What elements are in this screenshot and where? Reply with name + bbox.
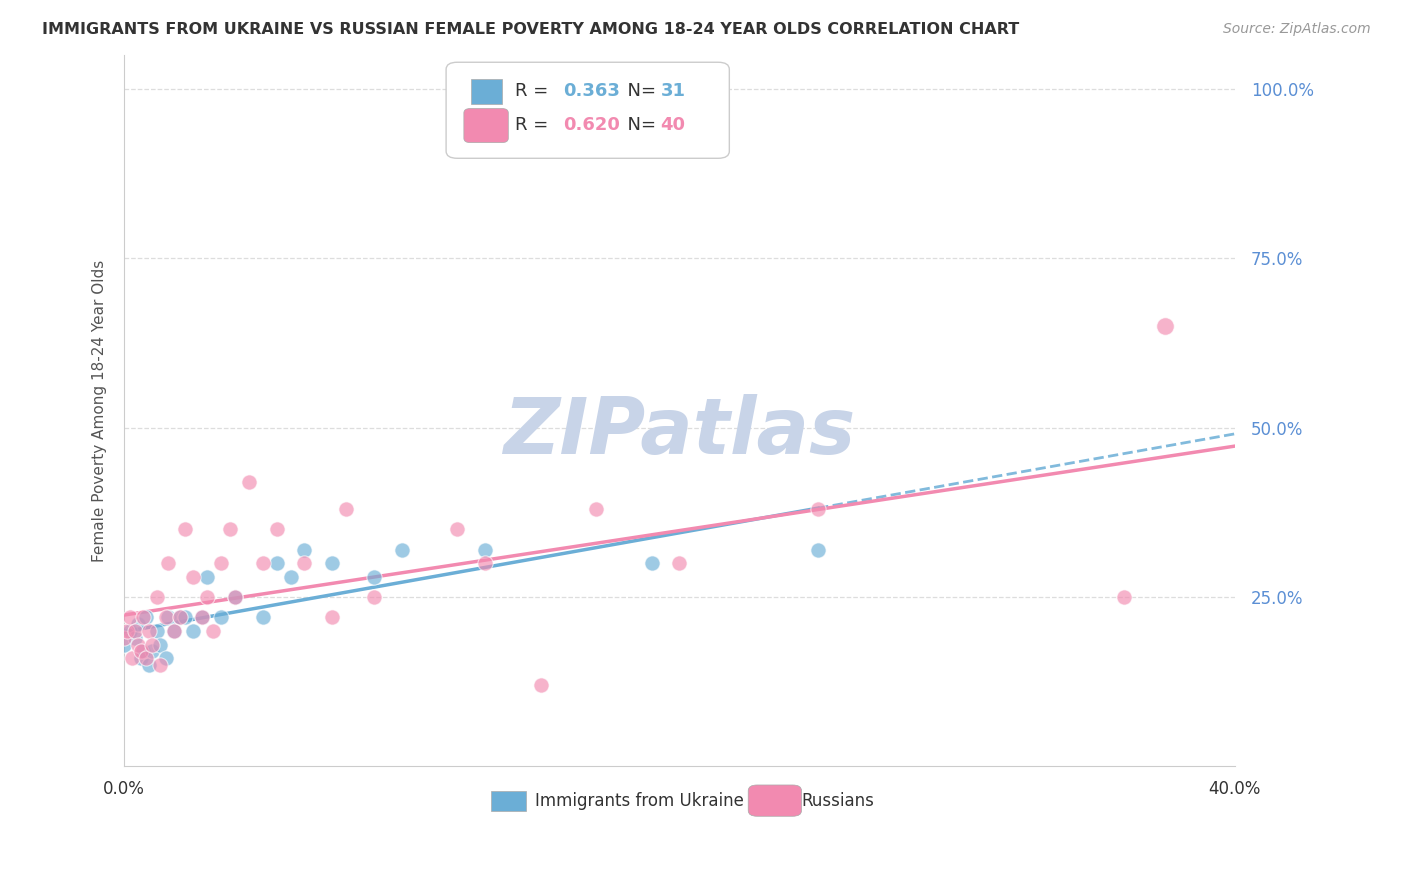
Point: [138, 657, 160, 672]
Point: [391, 542, 413, 557]
Point: [668, 556, 690, 570]
Point: [169, 610, 191, 624]
Y-axis label: Female Poverty Among 18-24 Year Olds: Female Poverty Among 18-24 Year Olds: [93, 260, 107, 562]
Point: [112, 631, 135, 645]
Point: [280, 570, 302, 584]
Point: [174, 610, 197, 624]
Point: [218, 522, 240, 536]
Point: [807, 542, 830, 557]
Point: [1112, 590, 1135, 604]
Point: [238, 475, 260, 489]
Point: [640, 556, 662, 570]
Point: [115, 624, 138, 638]
Point: [174, 522, 197, 536]
Point: [129, 644, 152, 658]
Point: [363, 590, 385, 604]
Point: [529, 678, 551, 692]
FancyBboxPatch shape: [464, 109, 509, 143]
FancyBboxPatch shape: [748, 785, 801, 816]
Point: [190, 610, 212, 624]
Point: [201, 624, 224, 638]
Point: [294, 556, 316, 570]
Point: [195, 590, 218, 604]
Point: [112, 638, 135, 652]
Point: [141, 638, 163, 652]
Point: [149, 638, 172, 652]
Point: [224, 590, 246, 604]
Point: [135, 651, 157, 665]
Point: [1154, 319, 1177, 334]
Point: [585, 502, 607, 516]
Point: [149, 657, 172, 672]
Point: [266, 522, 288, 536]
Point: [363, 570, 385, 584]
Point: [155, 651, 177, 665]
Point: [132, 610, 155, 624]
Point: [224, 590, 246, 604]
Text: N=: N=: [616, 116, 662, 134]
Point: [121, 651, 143, 665]
Text: R =: R =: [515, 82, 554, 100]
Text: 31: 31: [661, 82, 686, 100]
Point: [129, 651, 152, 665]
Point: [141, 644, 163, 658]
Point: [127, 617, 149, 632]
Point: [183, 570, 205, 584]
Point: [190, 610, 212, 624]
Point: [294, 542, 316, 557]
Point: [321, 610, 343, 624]
Point: [252, 610, 274, 624]
Text: 0.363: 0.363: [562, 82, 620, 100]
Point: [209, 556, 232, 570]
Text: R =: R =: [515, 116, 554, 134]
Point: [474, 556, 496, 570]
Point: [195, 570, 218, 584]
Point: [146, 624, 169, 638]
Point: [124, 631, 146, 645]
Point: [157, 610, 180, 624]
Text: Source: ZipAtlas.com: Source: ZipAtlas.com: [1223, 22, 1371, 37]
Point: [127, 638, 149, 652]
FancyBboxPatch shape: [491, 790, 526, 811]
Point: [807, 502, 830, 516]
Point: [132, 644, 155, 658]
Point: [146, 590, 169, 604]
Point: [163, 624, 186, 638]
Text: Immigrants from Ukraine: Immigrants from Ukraine: [534, 791, 744, 810]
Point: [124, 624, 146, 638]
Text: 0.620: 0.620: [562, 116, 620, 134]
FancyBboxPatch shape: [446, 62, 730, 158]
Point: [266, 556, 288, 570]
Point: [183, 624, 205, 638]
Point: [474, 542, 496, 557]
Point: [135, 610, 157, 624]
Point: [163, 624, 186, 638]
Point: [118, 610, 141, 624]
FancyBboxPatch shape: [471, 78, 502, 104]
Text: ZIPatlas: ZIPatlas: [503, 394, 855, 470]
Point: [209, 610, 232, 624]
Point: [446, 522, 468, 536]
Point: [155, 610, 177, 624]
Text: N=: N=: [616, 82, 662, 100]
Point: [252, 556, 274, 570]
Text: Russians: Russians: [801, 791, 875, 810]
Point: [138, 624, 160, 638]
Point: [321, 556, 343, 570]
Point: [118, 624, 141, 638]
Point: [169, 610, 191, 624]
Text: IMMIGRANTS FROM UKRAINE VS RUSSIAN FEMALE POVERTY AMONG 18-24 YEAR OLDS CORRELAT: IMMIGRANTS FROM UKRAINE VS RUSSIAN FEMAL…: [42, 22, 1019, 37]
Point: [335, 502, 357, 516]
Point: [157, 556, 180, 570]
Text: 40: 40: [661, 116, 686, 134]
